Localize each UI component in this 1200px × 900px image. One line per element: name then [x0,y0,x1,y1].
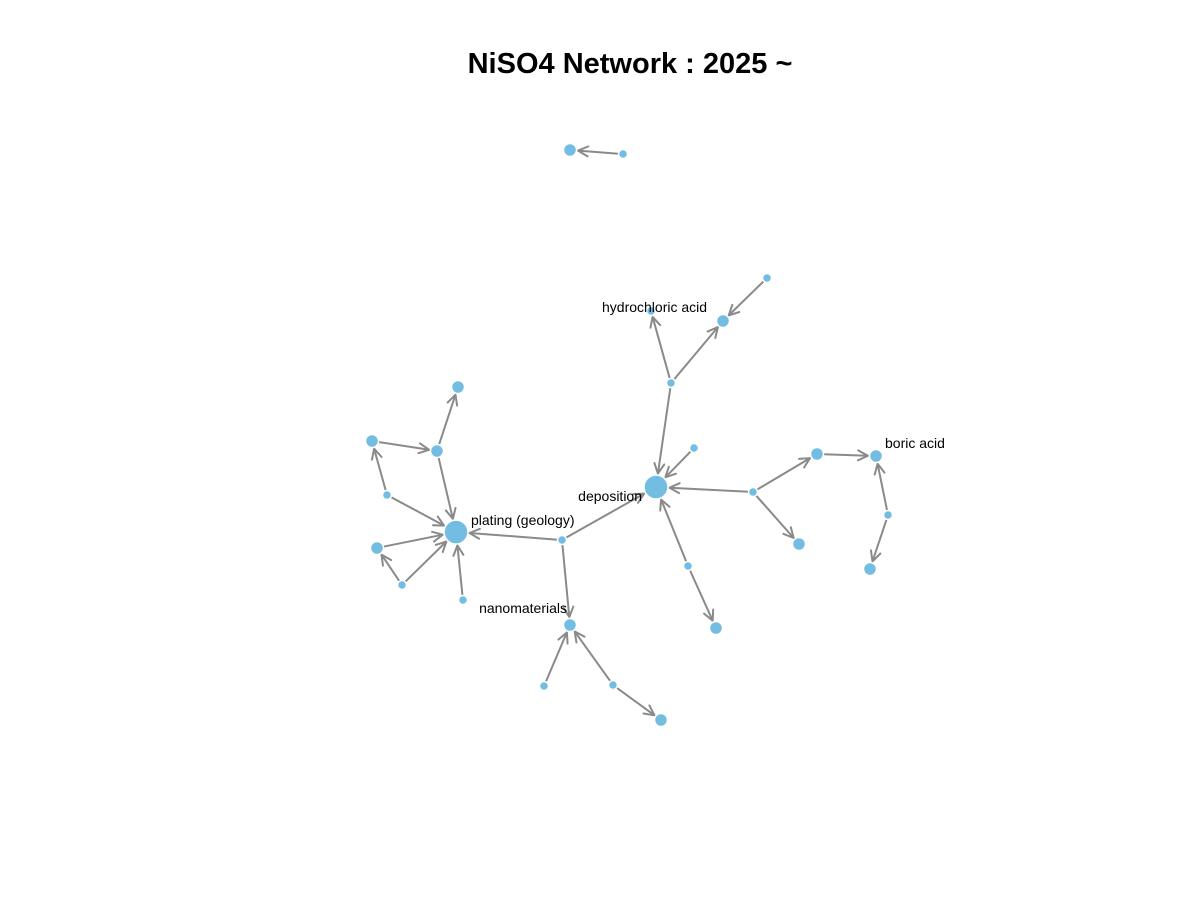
edge-dep_small-to-deposition [664,450,692,479]
edge-pl_hub1-to-plating [390,496,446,527]
node-boric [868,448,884,464]
edge-hub_c-to-hc_right [673,326,719,381]
edge-top_b-to-top_a [577,145,619,158]
node-label-nanomaterials: nanomaterials [479,600,567,616]
node-pl-top2 [429,443,445,459]
label-layer: plating (geology)deposition nanomaterials… [471,299,945,616]
edge-hub_c-to-deposition [653,387,672,475]
edge-dep_below-to-deposition [659,498,688,563]
edge-dep_mid-to-boric [823,449,869,462]
node-boric-hub [882,509,894,521]
node-label-deposition: deposition [578,488,642,504]
edge-layer [370,145,889,717]
node-label-plating: plating (geology) [471,512,575,528]
edge-pl_left2-to-plating [383,530,444,548]
edge-pl_hub2-to-plating [404,540,448,583]
node-hc-right [715,313,731,329]
edge-center_hub-to-plating [468,527,558,541]
node-nano-b [607,679,619,691]
node-top-b [617,148,629,160]
node-label-hydrochloric: hydrochloric acid [602,299,707,315]
edge-dep_hub-to-dep_mid [756,457,812,491]
edge-dep_hub-to-dep_low [755,494,795,539]
edge-dep_hub-to-deposition [668,482,749,495]
node-deposition [643,474,669,500]
node-dep-below-t [708,620,724,636]
node-layer [364,142,894,728]
edge-pl_top2-to-pl_top [438,393,459,446]
node-nanomaterials [562,617,578,633]
node-top-a [562,142,578,158]
node-nano-a [538,680,550,692]
edge-pl_top2-to-plating [437,457,457,520]
node-pl-top [450,379,466,395]
node-dep-hub [747,486,759,498]
node-dep-mid [809,446,825,462]
edge-nano_b-to-nano_c [616,686,656,717]
edge-pl_left-to-pl_top2 [378,441,431,455]
node-hydrochloric [645,305,657,317]
node-pl-hub1 [381,489,393,501]
edge-pl_hub2-to-pl_left2 [380,553,401,582]
node-hub-c [665,377,677,389]
node-nano-c [653,712,669,728]
diagram-title: NiSO4 Network : 2025 ~ [468,48,793,80]
node-center-hub [556,534,568,546]
edge-hub_c-to-hydrochloric [649,315,671,379]
edge-hc_far-to-hc_right [727,280,765,317]
node-pl-left2 [369,540,385,556]
node-pl-left [364,433,380,449]
edge-center_hub-to-nanomaterials [561,544,575,618]
node-dep-low [791,536,807,552]
edge-pl_hub1-to-pl_left [370,447,387,491]
edge-dep_below-to-dep_below_t [688,569,715,622]
edge-nano_b-to-nanomaterials [573,630,612,682]
node-label-boric: boric acid [885,435,945,451]
node-dep-below [682,560,694,572]
node-hc-far [761,272,773,284]
edge-boric_hub-to-boric [873,462,889,511]
node-dep-small [688,442,700,454]
edge-center_hub-to-deposition [565,492,646,539]
edge-boric_hub-to-boric_low [869,518,888,563]
edge-pl_below-to-plating [452,544,465,596]
edge-nano_a-to-nanomaterials [544,631,569,683]
node-plating [443,519,469,545]
node-boric-low [862,561,878,577]
node-pl-hub2 [396,579,408,591]
node-pl-below [457,594,469,606]
